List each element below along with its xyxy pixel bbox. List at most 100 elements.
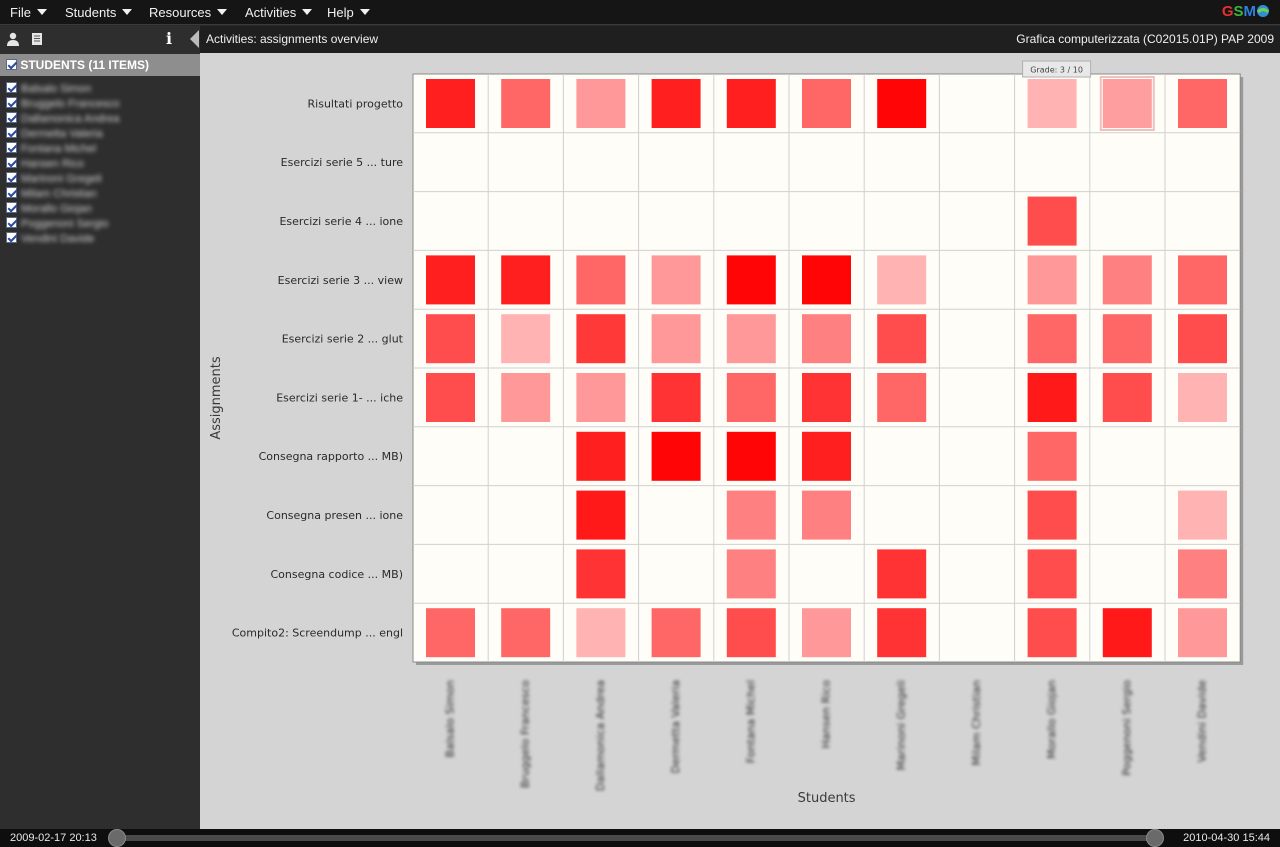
person-icon[interactable] [6,32,20,46]
timeline-end-handle[interactable] [1146,829,1164,847]
heatmap-cell[interactable] [501,79,551,128]
heatmap-cell[interactable] [1027,549,1077,599]
heatmap-cell[interactable] [1178,549,1227,599]
heatmap-cell[interactable] [1027,196,1077,246]
heatmap-cell[interactable] [426,255,475,305]
heatmap-cell[interactable] [1027,431,1077,481]
heatmap-cell[interactable] [1178,255,1227,305]
heatmap-cell[interactable] [1102,314,1152,364]
heatmap-cell[interactable] [651,431,701,481]
heatmap-cell[interactable] [426,608,475,658]
heatmap-cell[interactable] [576,490,626,540]
student-checkbox[interactable] [6,202,17,213]
heatmap-cell[interactable] [877,549,927,599]
heatmap-cell[interactable] [802,608,851,658]
student-checkbox[interactable] [6,172,17,183]
select-all-checkbox[interactable] [6,59,17,70]
heatmap-cell[interactable] [1027,490,1077,540]
student-list-item[interactable]: Vendini Davide [6,232,196,247]
document-icon[interactable] [30,32,44,46]
heatmap-cell[interactable] [1027,314,1077,364]
heatmap-cell[interactable] [426,79,475,128]
heatmap-cell[interactable] [576,314,626,364]
heatmap-cell[interactable] [802,373,851,422]
heatmap-cell[interactable] [651,255,701,305]
heatmap-cell[interactable] [651,373,701,422]
heatmap-cell[interactable] [576,431,626,481]
student-checkbox[interactable] [6,187,17,198]
heatmap-cell[interactable] [802,79,851,128]
heatmap-cell[interactable] [802,314,851,364]
student-checkbox[interactable] [6,232,17,243]
heatmap-cell[interactable] [576,255,626,305]
menu-help[interactable]: Help [327,0,370,25]
menu-file[interactable]: File [10,0,47,25]
heatmap-cell[interactable] [1178,373,1227,422]
student-checkbox[interactable] [6,157,17,168]
student-checkbox[interactable] [6,142,17,153]
heatmap-cell[interactable] [651,314,701,364]
heatmap-cell[interactable] [1027,608,1077,658]
student-list-item[interactable]: Dermetta Valeria [6,127,196,142]
heatmap-cell[interactable] [1178,608,1227,658]
timeline-track[interactable] [108,829,1164,847]
heatmap-cell[interactable] [877,255,927,305]
heatmap-cell[interactable] [726,314,776,364]
student-list-item[interactable]: Milam Christian [6,187,196,202]
heatmap-cell[interactable] [426,314,475,364]
heatmap-cell[interactable] [426,373,475,422]
heatmap-cell[interactable] [726,431,776,481]
heatmap-cell[interactable] [726,549,776,599]
timeline-start-handle[interactable] [108,829,126,847]
heatmap-cell[interactable] [726,373,776,422]
heatmap-cell[interactable] [576,549,626,599]
heatmap-cell[interactable] [651,79,701,128]
heatmap-cell[interactable] [501,373,551,422]
heatmap-cell[interactable] [501,255,551,305]
heatmap-cell[interactable] [501,314,551,364]
heatmap-cell[interactable] [877,314,927,364]
collapse-sidebar-icon[interactable] [190,30,199,48]
menu-students[interactable]: Students [65,0,133,25]
student-list-item[interactable]: Hansen Rico [6,157,196,172]
student-checkbox[interactable] [6,217,17,228]
heatmap-cell[interactable] [1178,490,1227,540]
heatmap-cell[interactable] [1102,373,1152,422]
student-checkbox[interactable] [6,82,17,93]
student-list-item[interactable]: Dallamonica Andrea [6,112,196,127]
heatmap-cell[interactable] [1102,79,1152,128]
heatmap-cell[interactable] [726,255,776,305]
heatmap-cell[interactable] [726,608,776,658]
heatmap-cell[interactable] [802,490,851,540]
heatmap-cell[interactable] [1027,255,1077,305]
heatmap-cell[interactable] [576,79,626,128]
heatmap-cell[interactable] [1178,314,1227,364]
heatmap-cell[interactable] [802,431,851,481]
info-icon[interactable]: i [166,29,173,48]
heatmap-cell[interactable] [802,255,851,305]
heatmap-cell[interactable] [576,608,626,658]
heatmap-cell[interactable] [651,608,701,658]
heatmap-cell[interactable] [1027,79,1077,128]
heatmap-cell[interactable] [1027,373,1077,422]
heatmap-cell[interactable] [877,79,927,128]
heatmap-cell[interactable] [576,373,626,422]
heatmap-cell[interactable] [1178,79,1227,128]
heatmap-cell[interactable] [1102,608,1152,658]
student-list-item[interactable]: Fontana Michel [6,142,196,157]
student-list-item[interactable]: Bruggelo Francesco [6,97,196,112]
student-checkbox[interactable] [6,97,17,108]
student-checkbox[interactable] [6,127,17,138]
student-list-item[interactable]: Marinoni Gregeli [6,172,196,187]
student-list-header[interactable]: STUDENTS (11 ITEMS) [0,54,200,76]
student-checkbox[interactable] [6,112,17,123]
heatmap-cell[interactable] [877,373,927,422]
heatmap-cell[interactable] [877,608,927,658]
student-list-item[interactable]: Poggenoni Sergio [6,217,196,232]
student-list-item[interactable]: Morallo Giojan [6,202,196,217]
menu-activities[interactable]: Activities [245,0,313,25]
heatmap-cell[interactable] [1102,255,1152,305]
menu-resources[interactable]: Resources [149,0,228,25]
heatmap-cell[interactable] [726,79,776,128]
heatmap-cell[interactable] [726,490,776,540]
